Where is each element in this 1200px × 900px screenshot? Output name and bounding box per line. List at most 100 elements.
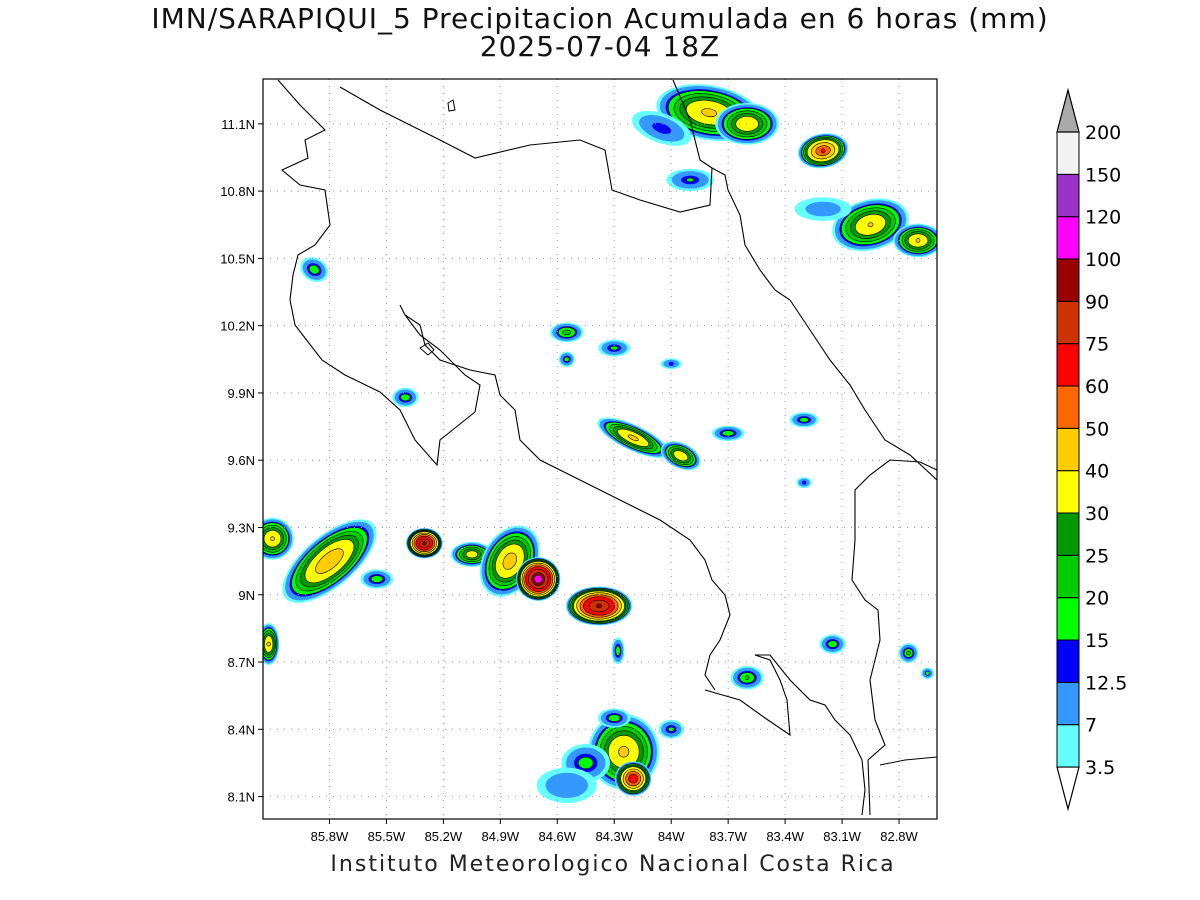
rain-contour — [820, 148, 826, 154]
rain-contour — [802, 480, 807, 485]
rain-contour — [400, 393, 411, 402]
rain-contour — [668, 361, 674, 366]
legend-swatch — [1056, 216, 1080, 260]
rain-contour — [721, 430, 735, 437]
lat-lon-grid — [263, 79, 937, 819]
legend-swatch — [1056, 131, 1080, 175]
legend-swatch — [1056, 554, 1080, 599]
legend-swatch — [1056, 427, 1080, 472]
rain-cell — [660, 441, 701, 471]
rain-cell — [711, 425, 745, 442]
rain-cell — [730, 665, 764, 690]
legend-arrow-low — [1056, 766, 1080, 812]
legend-swatch — [1056, 470, 1080, 514]
chira-island — [419, 342, 435, 356]
legend-swatch — [1056, 597, 1080, 641]
x-tick-label: 85.5W — [368, 829, 406, 844]
legend-swatch — [1056, 385, 1080, 429]
coastline-borders — [277, 79, 937, 816]
rain-cell — [819, 634, 846, 654]
rain-cell — [794, 197, 852, 221]
legend-swatch — [1056, 343, 1080, 387]
legend-label: 12.5 — [1085, 672, 1127, 694]
rain-contour — [615, 645, 621, 656]
rain-cell — [614, 761, 652, 796]
rain-contour — [618, 745, 630, 758]
rain-cell — [832, 198, 909, 252]
rain-cell — [282, 519, 377, 603]
y-tick-label: 8.7N — [228, 655, 255, 670]
credit-footer: Instituto Meteorologico Nacional Costa R… — [330, 852, 896, 877]
legend-label: 90 — [1085, 291, 1109, 313]
rain-cell — [715, 102, 779, 145]
x-tick-label: 84.3W — [595, 829, 633, 844]
color-legend: 3.5 7 12.5 15 20 25 30 40 50 60 75 90 100 120 150 200 — [1056, 87, 1127, 812]
latitude-axis: 11.1N 10.8N 10.5N 10.2N 9.9N 9.6N 9.3N 9N 8.7N 8.… — [220, 117, 263, 805]
y-tick-label: 9.6N — [228, 453, 255, 468]
rain-contour — [627, 434, 639, 442]
legend-label: 60 — [1085, 376, 1109, 398]
rain-contour — [315, 548, 344, 574]
legend-label: 150 — [1085, 164, 1121, 186]
legend-label: 25 — [1085, 545, 1109, 567]
rain-cell — [597, 417, 670, 458]
panama-border — [851, 459, 937, 816]
rain-cell — [392, 387, 419, 408]
rain-cell — [263, 623, 280, 666]
x-tick-label: 84W — [658, 829, 685, 844]
rain-cell — [666, 168, 714, 192]
legend-label: 120 — [1085, 207, 1121, 229]
rain-cell — [598, 339, 631, 357]
rain-cell — [565, 586, 633, 626]
rain-contour — [799, 417, 809, 423]
legend-swatch — [1056, 639, 1080, 683]
rain-cell — [893, 223, 937, 258]
rain-contour — [667, 726, 675, 732]
y-tick-label: 9.9N — [228, 386, 255, 401]
y-tick-label: 8.4N — [228, 722, 255, 737]
rain-contour — [925, 670, 930, 676]
rain-contour — [744, 675, 750, 681]
y-tick-label: 8.1N — [228, 790, 255, 805]
rain-cell — [360, 569, 394, 589]
nicaragua-pacific-coast — [277, 79, 481, 467]
legend-label: 15 — [1085, 630, 1109, 652]
rain-contour — [906, 650, 911, 656]
rain-cell — [898, 643, 919, 663]
map-valid-time: 2025-07-04 18Z — [479, 30, 721, 63]
longitude-axis: 85.8W 85.5W 85.2W 84.9W 84.6W 84.3W 84W 83.7W 83… — [311, 819, 919, 844]
y-tick-label: 9.3N — [228, 520, 255, 535]
precipitation-field — [263, 84, 937, 804]
coast-lower-right — [879, 756, 937, 766]
legend-label: 100 — [1085, 249, 1121, 271]
x-tick-label: 84.6W — [538, 829, 576, 844]
rain-contour — [545, 772, 589, 798]
rain-contour — [805, 201, 841, 217]
x-tick-label: 82.8W — [880, 829, 918, 844]
x-tick-label: 84.9W — [482, 829, 520, 844]
y-tick-label: 10.8N — [220, 184, 255, 199]
y-tick-label: 9N — [238, 588, 255, 603]
legend-arrow-high — [1056, 87, 1080, 133]
legend-swatch — [1056, 173, 1080, 218]
legend-label: 50 — [1085, 418, 1109, 440]
rain-contour — [578, 756, 594, 770]
x-tick-label: 85.2W — [425, 829, 463, 844]
rain-cell — [597, 708, 631, 728]
rain-contour — [370, 575, 384, 583]
rain-contour — [270, 536, 275, 541]
central-coast — [404, 314, 731, 691]
rain-cell — [558, 351, 575, 367]
rain-contour — [422, 540, 427, 546]
rain-cell — [658, 719, 684, 739]
rain-contour — [915, 238, 921, 243]
rain-cell — [263, 517, 294, 560]
rain-contour — [502, 552, 518, 570]
y-tick-label: 10.2N — [220, 319, 255, 334]
x-tick-label: 83.4W — [766, 829, 804, 844]
rain-contour — [308, 264, 320, 275]
rain-contour — [562, 329, 572, 336]
rain-contour — [596, 603, 602, 609]
legend-swatch — [1056, 681, 1080, 726]
legend-label: 7 — [1085, 715, 1097, 737]
